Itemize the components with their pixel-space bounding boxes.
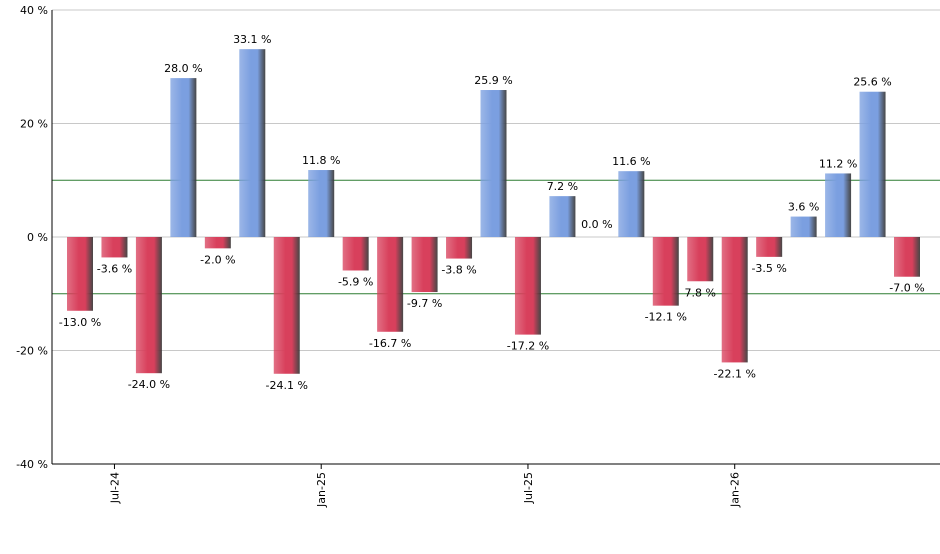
bar bbox=[652, 237, 679, 306]
bar bbox=[859, 91, 886, 237]
data-label: -3.5 % bbox=[751, 262, 786, 275]
data-label: -9.7 % bbox=[407, 297, 442, 310]
bar bbox=[446, 237, 473, 259]
data-label: -7.0 % bbox=[889, 282, 924, 295]
data-label: 0.0 % bbox=[581, 218, 612, 231]
bar bbox=[514, 237, 541, 335]
data-label: -17.2 % bbox=[507, 340, 549, 353]
bar bbox=[825, 173, 852, 237]
x-tick-label: Jul-25 bbox=[522, 472, 535, 504]
data-label: 28.0 % bbox=[164, 62, 202, 75]
data-label: 7.8 % bbox=[685, 286, 716, 299]
x-tick-label: Jul-24 bbox=[108, 472, 121, 504]
bar bbox=[790, 216, 817, 237]
data-label: -22.1 % bbox=[713, 367, 755, 380]
data-label: 11.2 % bbox=[819, 157, 857, 170]
bar bbox=[135, 237, 162, 374]
bar bbox=[618, 171, 645, 237]
data-label: -24.0 % bbox=[128, 378, 170, 391]
bar bbox=[204, 237, 231, 249]
bar bbox=[101, 237, 128, 258]
bar bbox=[273, 237, 300, 374]
y-tick-label: 40 % bbox=[20, 4, 48, 17]
data-label: 11.6 % bbox=[612, 155, 650, 168]
bar bbox=[721, 237, 748, 363]
bar bbox=[308, 170, 335, 237]
bar bbox=[480, 90, 507, 237]
data-label: 33.1 % bbox=[233, 33, 271, 46]
data-label: 25.6 % bbox=[853, 76, 891, 89]
bar bbox=[756, 237, 783, 257]
x-tick-label: Jan-25 bbox=[315, 472, 328, 508]
data-label: 7.2 % bbox=[547, 180, 578, 193]
data-label: 11.8 % bbox=[302, 154, 340, 167]
bar bbox=[411, 237, 438, 293]
bar bbox=[687, 237, 714, 282]
y-tick-label: -40 % bbox=[16, 458, 48, 471]
y-tick-label: 20 % bbox=[20, 118, 48, 131]
data-label: -24.1 % bbox=[266, 379, 308, 392]
data-label: -12.1 % bbox=[645, 311, 687, 324]
x-tick-label: Jan-26 bbox=[729, 472, 742, 508]
data-label: -13.0 % bbox=[59, 316, 101, 329]
data-label: -2.0 % bbox=[200, 253, 235, 266]
bar bbox=[377, 237, 404, 332]
y-tick-label: 0 % bbox=[27, 231, 48, 244]
bar bbox=[170, 78, 197, 237]
y-tick-label: -20 % bbox=[16, 345, 48, 358]
bar bbox=[549, 196, 576, 237]
bar bbox=[67, 237, 93, 311]
bar bbox=[239, 49, 266, 237]
data-label: -3.6 % bbox=[97, 262, 132, 275]
data-label: -3.8 % bbox=[441, 264, 476, 277]
bar bbox=[342, 237, 369, 271]
data-label: 25.9 % bbox=[474, 74, 512, 87]
data-label: 3.6 % bbox=[788, 201, 819, 214]
data-label: -5.9 % bbox=[338, 275, 373, 288]
data-label: -16.7 % bbox=[369, 337, 411, 350]
bar bbox=[894, 237, 920, 277]
